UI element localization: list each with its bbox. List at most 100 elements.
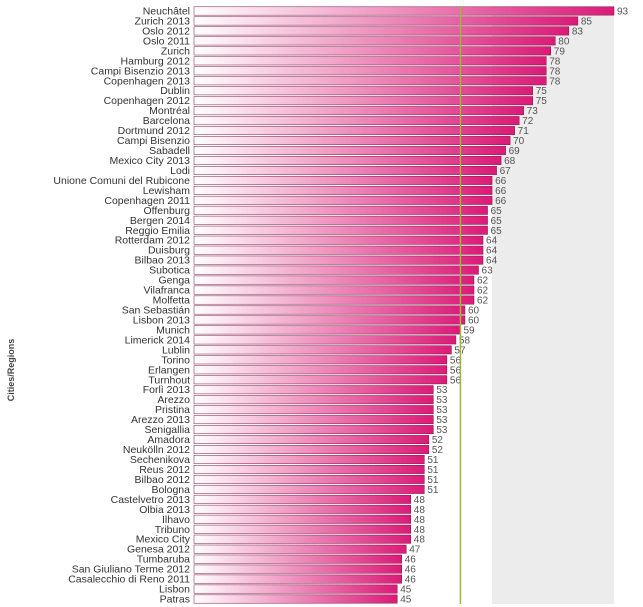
bar [193, 66, 547, 76]
value-label: 70 [513, 136, 525, 147]
value-label: 69 [509, 146, 521, 157]
category-label: Limerick 2014 [125, 334, 191, 346]
bar [193, 315, 466, 325]
bar [193, 36, 556, 46]
value-label: 64 [486, 246, 498, 257]
bar [193, 494, 412, 504]
value-label: 65 [491, 206, 503, 217]
bar [193, 126, 515, 136]
category-label: Vilafranca [143, 285, 190, 297]
bar [193, 295, 475, 305]
value-label: 53 [436, 425, 448, 436]
bar [193, 255, 484, 265]
category-label: Torino [161, 354, 190, 366]
category-label: Copenhagen 2012 [104, 95, 191, 107]
value-label: 66 [495, 176, 507, 187]
bar [193, 594, 398, 604]
bar [193, 195, 493, 205]
value-label: 66 [495, 196, 507, 207]
value-label: 53 [436, 405, 448, 416]
category-label: Lisbon [159, 584, 190, 596]
value-label: 48 [414, 505, 426, 516]
bar [193, 225, 488, 235]
bar [193, 26, 570, 36]
bar [193, 584, 398, 594]
value-label: 63 [482, 266, 494, 277]
shaded-band [492, 6, 614, 604]
bar [193, 215, 488, 225]
value-label: 52 [432, 435, 444, 446]
bar [193, 504, 412, 514]
category-label: Arezzo 2013 [131, 414, 190, 426]
value-label: 46 [405, 565, 417, 576]
category-label: Zurich 2013 [135, 15, 191, 27]
category-label: Bilbao 2013 [135, 255, 191, 267]
bar [193, 156, 502, 165]
category-label: Dublin [160, 85, 190, 97]
bar [193, 465, 425, 474]
bar [193, 245, 484, 255]
category-label: Pristina [155, 404, 190, 416]
bar [193, 534, 412, 544]
bar [193, 455, 425, 464]
value-label: 58 [459, 335, 471, 346]
bar [193, 484, 425, 494]
value-label: 56 [450, 355, 462, 366]
value-label: 56 [450, 365, 462, 376]
value-label: 45 [400, 595, 412, 606]
bar [193, 385, 434, 395]
category-label: Forlì 2013 [143, 384, 190, 396]
category-label: Campi Bisenzio [117, 135, 190, 147]
value-label: 60 [468, 305, 480, 316]
category-label: Casalecchio di Reno 2011 [68, 574, 190, 586]
value-label: 45 [400, 585, 412, 596]
bar [193, 86, 533, 96]
category-label: Turnhout [148, 374, 190, 386]
value-label: 78 [549, 66, 561, 77]
category-label: Barcelona [143, 115, 190, 127]
value-labels: 9385838079787878757573727170696867666666… [400, 6, 628, 605]
category-label: Lisbon 2013 [133, 314, 190, 326]
bar [193, 574, 402, 584]
bar [193, 514, 412, 524]
category-label: Oslo 2011 [143, 35, 190, 47]
value-label: 64 [486, 236, 498, 247]
category-label: Campi Bisenzio 2013 [91, 65, 190, 77]
bar [193, 265, 479, 275]
value-label: 79 [554, 46, 566, 57]
category-label: Olbia 2013 [139, 504, 190, 516]
value-label: 72 [522, 116, 534, 127]
value-label: 67 [500, 166, 512, 177]
category-label: Bilbao 2012 [135, 474, 191, 486]
value-label: 48 [414, 535, 426, 546]
bar [193, 325, 461, 335]
category-label: Bergen 2014 [130, 215, 190, 227]
value-label: 59 [463, 325, 475, 336]
value-label: 53 [436, 395, 448, 406]
bar [193, 116, 520, 126]
bar [193, 56, 547, 66]
category-label: Reus 2012 [139, 464, 190, 476]
value-label: 48 [414, 525, 426, 536]
category-label: Mexico City 2013 [109, 155, 190, 167]
category-label: Genesa 2012 [127, 544, 190, 556]
bar [193, 544, 407, 554]
bar [193, 46, 552, 56]
bar [193, 415, 434, 425]
value-label: 48 [414, 515, 426, 526]
bar [193, 16, 579, 26]
value-label: 62 [477, 286, 489, 297]
bar [193, 275, 475, 285]
category-label: San Sebastián [122, 304, 190, 316]
bar [193, 6, 615, 16]
category-label: Bologna [151, 484, 190, 496]
category-label: Copenhagen 2013 [104, 75, 191, 87]
bar [193, 405, 434, 415]
bar [193, 136, 511, 145]
category-label: Ilhavo [162, 514, 190, 526]
bar [193, 166, 497, 175]
value-label: 78 [549, 56, 561, 67]
value-label: 56 [450, 375, 462, 386]
category-label: Hamburg 2012 [121, 55, 191, 67]
